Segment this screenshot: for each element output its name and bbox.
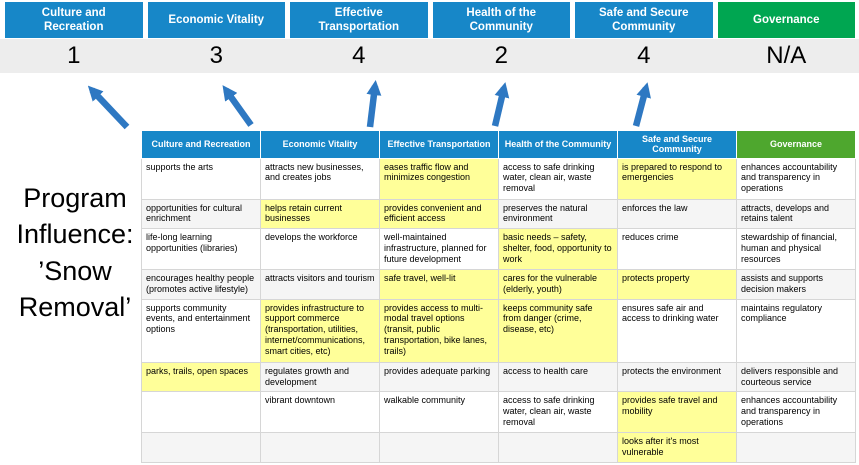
matrix-header-1: Economic Vitality: [260, 130, 380, 159]
matrix-header-2: Effective Transportation: [379, 130, 499, 159]
score-culture-and-recreation: 1: [67, 42, 81, 69]
matrix-row-2: life-long learning opportunities (librar…: [141, 228, 856, 270]
influence-matrix: Culture and Recreation Economic Vitality E…: [141, 130, 856, 463]
matrix-row-0: supports the arts attracts new businesses…: [141, 157, 856, 200]
matrix-cell-r3-c4: protects property: [617, 268, 737, 300]
arrow-transportation-icon: [366, 80, 382, 128]
matrix-cell-r1-c3: preserves the natural environment: [498, 198, 618, 230]
category-culture-and-recreation: Culture and Recreation: [5, 2, 143, 38]
category-header-row: Culture and Recreation Economic Vitality…: [5, 2, 855, 38]
matrix-cell-r7-c2: [379, 432, 499, 463]
matrix-cell-r0-c2: eases traffic flow and minimizes congest…: [379, 157, 499, 200]
matrix-cell-r6-c1: vibrant downtown: [260, 391, 380, 434]
matrix-row-6: vibrant downtown walkable community access…: [141, 391, 856, 434]
score-strip: [0, 39, 859, 73]
matrix-cell-r3-c5: assists and supports decision makers: [736, 268, 856, 300]
matrix-header-3: Health of the Community: [498, 130, 618, 159]
matrix-cell-r1-c0: opportunities for cultural enrichment: [141, 198, 261, 230]
matrix-cell-r1-c5: attracts, develops and retains talent: [736, 198, 856, 230]
matrix-row-3: encourages healthy people (promotes acti…: [141, 268, 856, 300]
influence-arrows: [87, 80, 651, 130]
matrix-cell-r5-c5: delivers responsible and courteous servi…: [736, 361, 856, 393]
matrix-row-5: parks, trails, open spaces regulates grow…: [141, 361, 856, 393]
matrix-header-0: Culture and Recreation: [141, 130, 261, 159]
matrix-body: supports the arts attracts new businesses…: [141, 157, 856, 463]
arrow-culture-icon: [87, 85, 130, 130]
score-effective-transportation: 4: [352, 42, 366, 69]
matrix-cell-r4-c4: ensures safe air and access to drinking …: [617, 298, 737, 363]
matrix-cell-r6-c0: [141, 391, 261, 434]
category-economic-vitality: Economic Vitality: [147, 2, 285, 38]
score-health-of-the-community: 2: [494, 42, 508, 69]
matrix-cell-r6-c5: enhances accountability and transparency…: [736, 391, 856, 434]
matrix-cell-r0-c3: access to safe drinking water, clean air…: [498, 157, 618, 200]
matrix-cell-r7-c3: [498, 432, 618, 463]
matrix-cell-r1-c1: helps retain current businesses: [260, 198, 380, 230]
matrix-cell-r3-c2: safe travel, well-lit: [379, 268, 499, 300]
matrix-cell-r2-c4: reduces crime: [617, 228, 737, 270]
matrix-cell-r4-c1: provides infrastructure to support comme…: [260, 298, 380, 363]
matrix-head: Culture and Recreation Economic Vitality E…: [141, 130, 856, 159]
matrix-cell-r4-c2: provides access to multi-modal travel op…: [379, 298, 499, 363]
matrix-cell-r5-c2: provides adequate parking: [379, 361, 499, 393]
program-influence-label: Program Influence: ’Snow Removal’: [16, 183, 134, 323]
matrix-cell-r5-c3: access to health care: [498, 361, 618, 393]
matrix-cell-r0-c1: attracts new businesses, and creates job…: [260, 157, 380, 200]
matrix-cell-r0-c4: is prepared to respond to emergencies: [617, 157, 737, 200]
matrix-cell-r5-c0: parks, trails, open spaces: [141, 361, 261, 393]
matrix-header-4: Safe and Secure Community: [617, 130, 737, 159]
category-health-of-the-community: Health of the Community: [432, 2, 570, 38]
matrix-cell-r0-c0: supports the arts: [141, 157, 261, 200]
category-governance: Governance: [717, 2, 855, 38]
matrix-cell-r1-c2: provides convenient and efficient access: [379, 198, 499, 230]
matrix-cell-r6-c2: walkable community: [379, 391, 499, 434]
matrix-cell-r6-c3: access to safe drinking water, clean air…: [498, 391, 618, 434]
matrix-cell-r4-c3: keeps community safe from danger (crime,…: [498, 298, 618, 363]
category-safe-and-secure-community: Safe and Secure Community: [575, 2, 713, 38]
matrix-cell-r6-c4: provides safe travel and mobility: [617, 391, 737, 434]
matrix-cell-r3-c3: cares for the vulnerable (elderly, youth…: [498, 268, 618, 300]
matrix-row-4: supports community events, and entertain…: [141, 298, 856, 363]
matrix-header-5: Governance: [736, 130, 856, 159]
matrix-cell-r5-c4: protects the environment: [617, 361, 737, 393]
matrix-cell-r3-c0: encourages healthy people (promotes acti…: [141, 268, 261, 300]
matrix-cell-r7-c4: looks after it's most vulnerable: [617, 432, 737, 463]
matrix-cell-r7-c1: [260, 432, 380, 463]
matrix-cell-r7-c0: [141, 432, 261, 463]
matrix-cell-r2-c0: life-long learning opportunities (librar…: [141, 228, 261, 270]
matrix-cell-r5-c1: regulates growth and development: [260, 361, 380, 393]
matrix-cell-r4-c0: supports community events, and entertain…: [141, 298, 261, 363]
matrix-row-1: opportunities for cultural enrichment hel…: [141, 198, 856, 230]
matrix-cell-r0-c5: enhances accountability and transparency…: [736, 157, 856, 200]
arrow-health-icon: [491, 82, 510, 127]
matrix-cell-r2-c3: basic needs – safety, shelter, food, opp…: [498, 228, 618, 270]
matrix-cell-r2-c2: well-maintained infrastructure, planned …: [379, 228, 499, 270]
matrix-cell-r2-c1: develops the workforce: [260, 228, 380, 270]
score-safe-and-secure-community: 4: [637, 42, 651, 69]
score-economic-vitality: 3: [209, 42, 223, 69]
score-governance: N/A: [766, 42, 807, 69]
matrix-cell-r4-c5: maintains regulatory compliance: [736, 298, 856, 363]
matrix-cell-r3-c1: attracts visitors and tourism: [260, 268, 380, 300]
arrow-economic-icon: [222, 85, 254, 127]
matrix-cell-r1-c4: enforces the law: [617, 198, 737, 230]
category-effective-transportation: Effective Transportation: [290, 2, 428, 38]
matrix-cell-r2-c5: stewardship of financial, human and phys…: [736, 228, 856, 270]
matrix-row-7: looks after it's most vulnerable: [141, 432, 856, 463]
arrow-safe-icon: [632, 82, 651, 127]
score-row: 1 3 4 2 4 N/A: [5, 39, 855, 73]
matrix-cell-r7-c5: [736, 432, 856, 463]
